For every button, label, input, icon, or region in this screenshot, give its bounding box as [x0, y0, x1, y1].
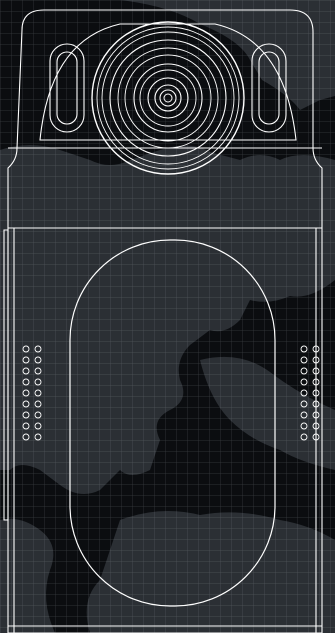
speaker-grille-right: [300, 345, 320, 441]
grille-hole: [34, 345, 42, 353]
speaker-grille-left: [22, 345, 42, 441]
ir-sensor-left: [49, 43, 85, 133]
grille-hole: [34, 356, 42, 364]
grille-hole: [22, 422, 30, 430]
grille-hole: [312, 422, 320, 430]
grille-hole: [34, 389, 42, 397]
grille-hole: [300, 345, 308, 353]
grille-hole: [34, 378, 42, 386]
grille-hole: [34, 367, 42, 375]
grille-hole: [34, 422, 42, 430]
grille-hole: [22, 356, 30, 364]
grille-hole: [300, 378, 308, 386]
grille-hole: [300, 356, 308, 364]
grille-hole: [300, 422, 308, 430]
grille-hole: [312, 433, 320, 441]
grille-hole: [22, 345, 30, 353]
grille-hole: [300, 389, 308, 397]
grille-hole: [300, 411, 308, 419]
grille-hole: [300, 433, 308, 441]
grille-hole: [312, 367, 320, 375]
grille-hole: [312, 356, 320, 364]
grille-hole: [312, 400, 320, 408]
grille-hole: [34, 400, 42, 408]
grille-hole: [312, 411, 320, 419]
display-window: [69, 239, 276, 607]
grille-hole: [22, 389, 30, 397]
grille-hole: [22, 378, 30, 386]
grille-hole: [34, 411, 42, 419]
grille-hole: [22, 433, 30, 441]
grille-hole: [312, 378, 320, 386]
grille-hole: [312, 389, 320, 397]
grille-hole: [312, 345, 320, 353]
grille-hole: [22, 367, 30, 375]
grille-hole: [300, 400, 308, 408]
side-button: [3, 229, 9, 521]
ir-sensor-right: [251, 43, 287, 133]
grille-hole: [34, 433, 42, 441]
grille-hole: [300, 367, 308, 375]
camera-lens: [91, 21, 245, 175]
grille-hole: [22, 411, 30, 419]
grille-hole: [22, 400, 30, 408]
